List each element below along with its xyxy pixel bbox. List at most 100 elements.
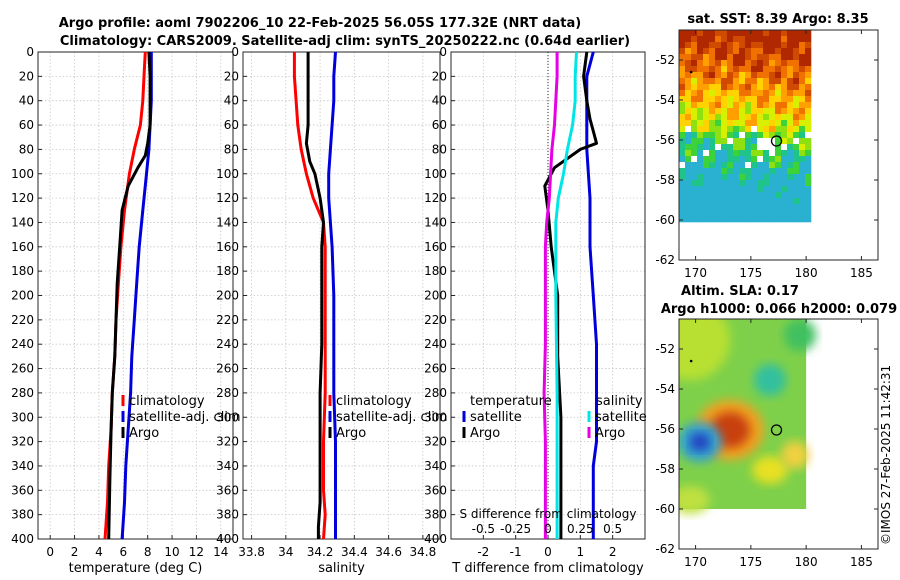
sst-cell bbox=[697, 42, 704, 49]
sst-cell bbox=[727, 126, 734, 133]
sst-cell bbox=[739, 138, 746, 145]
sst-cell bbox=[805, 72, 812, 79]
sst-cell bbox=[697, 102, 704, 109]
sst-cell bbox=[769, 96, 776, 103]
sst-map: 170 175 180 185 -52 -54 -56 -58 -60 -62 sat. SST: … bbox=[655, 12, 879, 280]
sst-cell bbox=[721, 150, 728, 157]
sst-cell bbox=[805, 42, 812, 49]
sst-cell bbox=[703, 132, 710, 139]
sst-cell bbox=[805, 204, 812, 211]
sst-cell bbox=[745, 30, 752, 37]
sst-cell bbox=[781, 162, 788, 169]
sst-cell bbox=[739, 36, 746, 43]
x-tick-label: 34.6 bbox=[375, 545, 402, 559]
sst-cell bbox=[679, 30, 686, 37]
sst-cell bbox=[739, 204, 746, 211]
sst-cell bbox=[739, 42, 746, 49]
sst-cell bbox=[769, 114, 776, 121]
sst-cell bbox=[787, 60, 794, 67]
sst-cell bbox=[709, 96, 716, 103]
sst-cell bbox=[739, 30, 746, 37]
sst-cell bbox=[769, 102, 776, 109]
sst-cell bbox=[709, 204, 716, 211]
sst-cell bbox=[775, 204, 782, 211]
sst-cell bbox=[679, 54, 686, 61]
sst-cell bbox=[775, 96, 782, 103]
sst-cell bbox=[703, 36, 710, 43]
sst-cell bbox=[715, 192, 722, 199]
sst-cell bbox=[787, 102, 794, 109]
sst-cell bbox=[745, 36, 752, 43]
sst-cell bbox=[781, 42, 788, 49]
sst-cell bbox=[745, 72, 752, 79]
sst-cell bbox=[691, 48, 698, 55]
sst-cell bbox=[727, 192, 734, 199]
sst-cell bbox=[721, 66, 728, 73]
sst-cell bbox=[787, 174, 794, 181]
sst-cell bbox=[727, 216, 734, 223]
sst-cell bbox=[727, 150, 734, 157]
sst-cell bbox=[781, 78, 788, 85]
sst-cell bbox=[739, 180, 746, 187]
sst-cell bbox=[763, 204, 770, 211]
sst-cell bbox=[721, 138, 728, 145]
sst-cell bbox=[727, 60, 734, 67]
sst-cell bbox=[751, 198, 758, 205]
sst-cell bbox=[709, 174, 716, 181]
sst-cell bbox=[787, 144, 794, 151]
sst-cell bbox=[739, 192, 746, 199]
sst-cell bbox=[781, 192, 788, 199]
sst-cell bbox=[769, 186, 776, 193]
sst-cell bbox=[679, 216, 686, 223]
sst-cell bbox=[793, 84, 800, 91]
sst-cell bbox=[769, 162, 776, 169]
sst-cell bbox=[775, 54, 782, 61]
sst-cell bbox=[715, 198, 722, 205]
sst-cell bbox=[751, 138, 758, 145]
sst-cell bbox=[727, 138, 734, 145]
sst-cell bbox=[739, 60, 746, 67]
sst-cell bbox=[781, 210, 788, 217]
sst-cell bbox=[751, 108, 758, 115]
sst-cell bbox=[757, 132, 764, 139]
sst-cell bbox=[739, 198, 746, 205]
sst-cell bbox=[685, 96, 692, 103]
sst-cell bbox=[691, 120, 698, 127]
sst-cell bbox=[793, 60, 800, 67]
sst-cell bbox=[745, 144, 752, 151]
sst-cell bbox=[733, 174, 740, 181]
sst-cell bbox=[709, 60, 716, 67]
sst-cell bbox=[703, 162, 710, 169]
sst-cell bbox=[691, 138, 698, 145]
legend-salinity-title: salinity bbox=[596, 394, 643, 409]
y-tick-label: 0 bbox=[439, 45, 447, 59]
sst-cell bbox=[787, 150, 794, 157]
sst-cell bbox=[793, 36, 800, 43]
y-tick-label: 360 bbox=[216, 483, 239, 497]
y-tick-label: 400 bbox=[424, 532, 447, 546]
map-x-tick-label: 170 bbox=[684, 266, 707, 280]
sst-cell bbox=[757, 108, 764, 115]
sst-cell bbox=[757, 216, 764, 223]
sst-cell bbox=[727, 198, 734, 205]
sst-cell bbox=[793, 102, 800, 109]
sst-cell bbox=[793, 150, 800, 157]
sst-cell bbox=[757, 126, 764, 133]
sst-cell bbox=[805, 54, 812, 61]
sst-cell bbox=[775, 216, 782, 223]
sst-cell bbox=[775, 60, 782, 67]
sst-cell bbox=[727, 42, 734, 49]
y-tick-label: 120 bbox=[216, 191, 239, 205]
sst-cell bbox=[727, 144, 734, 151]
sst-cell bbox=[781, 96, 788, 103]
sst-cell bbox=[703, 42, 710, 49]
sst-cell bbox=[685, 114, 692, 121]
sst-cell bbox=[679, 114, 686, 121]
sst-cell bbox=[691, 72, 698, 79]
sst-cell bbox=[781, 54, 788, 61]
sst-cell bbox=[733, 138, 740, 145]
legend-t-argo-label: Argo bbox=[470, 426, 500, 441]
sst-cell bbox=[715, 102, 722, 109]
sst-cell bbox=[781, 180, 788, 187]
sst-cell bbox=[715, 126, 722, 133]
